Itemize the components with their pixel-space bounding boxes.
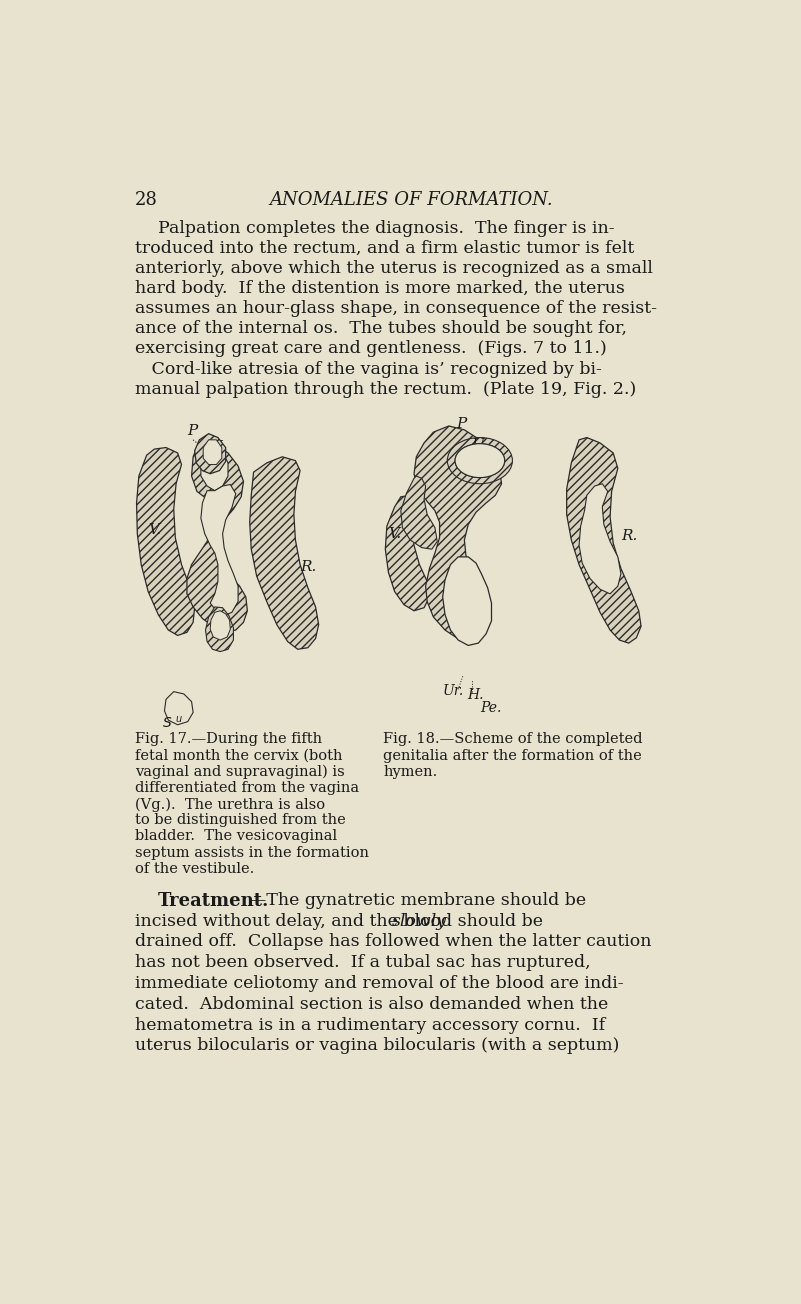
Text: —The gynatretic membrane should be: —The gynatretic membrane should be (249, 892, 586, 909)
Ellipse shape (455, 443, 505, 477)
Text: ANOMALIES OF FORMATION.: ANOMALIES OF FORMATION. (269, 192, 553, 209)
Polygon shape (385, 496, 429, 610)
Text: Palpation completes the diagnosis.  The finger is in-: Palpation completes the diagnosis. The f… (159, 219, 615, 236)
Text: P: P (457, 416, 467, 430)
Polygon shape (206, 606, 233, 652)
Ellipse shape (455, 443, 505, 477)
Text: hard body.  If the distention is more marked, the uterus: hard body. If the distention is more mar… (135, 279, 625, 297)
Text: of the vestibule.: of the vestibule. (135, 862, 254, 876)
Text: drained off.  Collapse has followed when the latter caution: drained off. Collapse has followed when … (135, 934, 651, 951)
Text: V.: V. (148, 523, 162, 537)
Text: U: U (472, 438, 485, 452)
Text: fetal month the cervix (both: fetal month the cervix (both (135, 748, 343, 763)
Polygon shape (566, 438, 641, 643)
Text: assumes an hour-glass shape, in consequence of the resist-: assumes an hour-glass shape, in conseque… (135, 300, 657, 317)
Text: genitalia after the formation of the: genitalia after the formation of the (383, 748, 642, 763)
Polygon shape (136, 447, 195, 635)
Text: Cord-like atresia of the vagina is’ recognized by bi-: Cord-like atresia of the vagina is’ reco… (135, 361, 602, 378)
Text: differentiated from the vagina: differentiated from the vagina (135, 781, 359, 795)
Text: H.: H. (468, 689, 484, 703)
Polygon shape (579, 484, 621, 593)
Text: cated.  Abdominal section is also demanded when the: cated. Abdominal section is also demande… (135, 996, 608, 1013)
Polygon shape (400, 476, 437, 549)
Text: P: P (187, 424, 197, 438)
Text: 28: 28 (135, 192, 158, 209)
Text: $S$ $^u$: $S$ $^u$ (162, 715, 183, 730)
Polygon shape (203, 439, 222, 464)
Text: Ur.: Ur. (443, 685, 464, 699)
Text: R.: R. (621, 529, 638, 542)
Text: has not been observed.  If a tubal sac has ruptured,: has not been observed. If a tubal sac ha… (135, 955, 590, 971)
Text: exercising great care and gentleness.  (Figs. 7 to 11.): exercising great care and gentleness. (F… (135, 340, 606, 357)
Text: Treatment.: Treatment. (159, 892, 270, 910)
Polygon shape (443, 557, 492, 645)
Text: slowly: slowly (392, 913, 447, 930)
Text: Fig. 18.—Scheme of the completed: Fig. 18.—Scheme of the completed (383, 733, 642, 746)
Text: incised without delay, and the blood should be: incised without delay, and the blood sho… (135, 913, 549, 930)
Text: vaginal and supravaginal) is: vaginal and supravaginal) is (135, 764, 344, 780)
Polygon shape (195, 434, 226, 473)
Polygon shape (187, 441, 248, 632)
Text: manual palpation through the rectum.  (Plate 19, Fig. 2.): manual palpation through the rectum. (Pl… (135, 381, 636, 398)
Text: anteriorly, above which the uterus is recognized as a small: anteriorly, above which the uterus is re… (135, 259, 653, 276)
Text: Fig. 17.—During the fifth: Fig. 17.—During the fifth (135, 733, 322, 746)
Text: V.: V. (388, 527, 401, 541)
Text: U: U (211, 441, 223, 454)
Text: septum assists in the formation: septum assists in the formation (135, 845, 369, 859)
Text: ance of the internal os.  The tubes should be sought for,: ance of the internal os. The tubes shoul… (135, 319, 627, 336)
Text: uterus bilocularis or vagina bilocularis (with a septum): uterus bilocularis or vagina bilocularis… (135, 1038, 619, 1055)
Text: to be distinguished from the: to be distinguished from the (135, 814, 346, 827)
Polygon shape (201, 447, 228, 490)
Text: hymen.: hymen. (383, 764, 437, 778)
Polygon shape (414, 426, 501, 640)
Text: (Vg.).  The urethra is also: (Vg.). The urethra is also (135, 797, 325, 811)
Polygon shape (210, 610, 231, 640)
Text: immediate celiotomy and removal of the blood are indi-: immediate celiotomy and removal of the b… (135, 975, 624, 992)
Text: troduced into the rectum, and a firm elastic tumor is felt: troduced into the rectum, and a firm ela… (135, 240, 634, 257)
Text: bladder.  The vesicovaginal: bladder. The vesicovaginal (135, 829, 337, 844)
Text: $V_g.$: $V_g.$ (458, 587, 479, 605)
Text: hematometra is in a rudimentary accessory cornu.  If: hematometra is in a rudimentary accessor… (135, 1017, 606, 1034)
Text: R.: R. (300, 559, 316, 574)
Polygon shape (250, 456, 319, 649)
Polygon shape (201, 485, 238, 615)
Polygon shape (164, 691, 193, 725)
Text: Pe.: Pe. (480, 702, 501, 716)
Ellipse shape (447, 438, 513, 484)
Text: $V_g$: $V_g$ (210, 618, 227, 636)
